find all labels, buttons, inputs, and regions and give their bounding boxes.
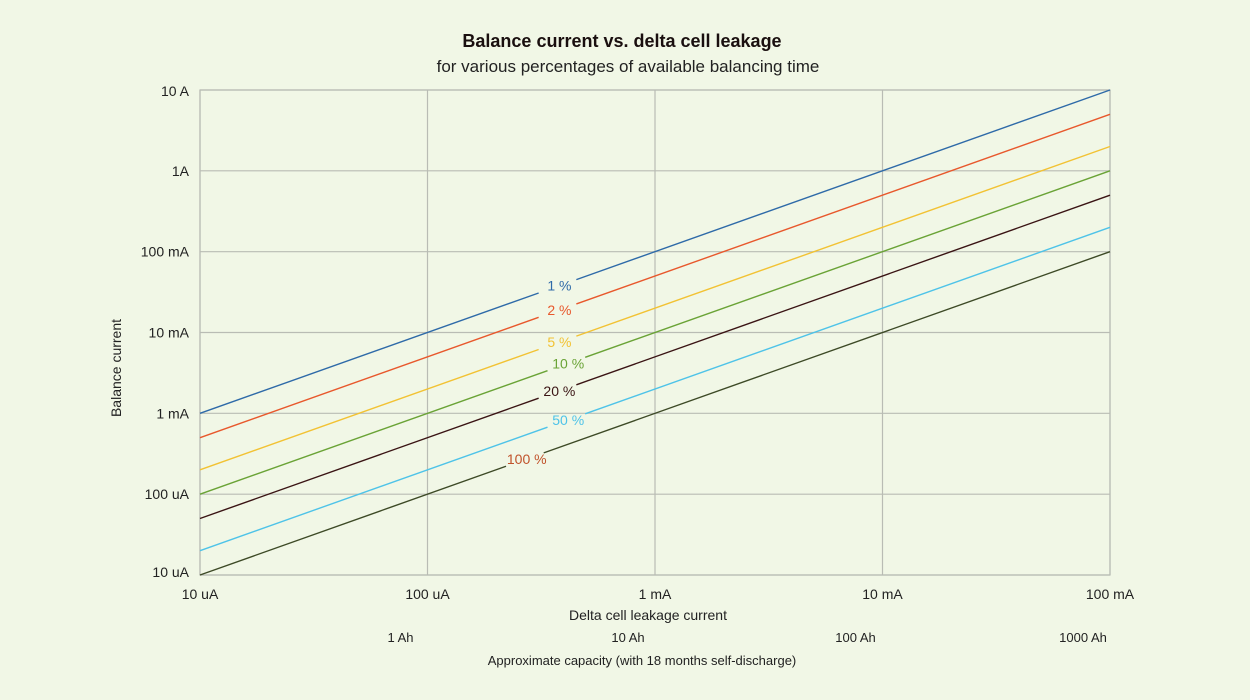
- x-tick-label: 10 mA: [862, 586, 903, 602]
- series-lines: [199, 89, 1111, 576]
- y-tick-label: 10 A: [161, 83, 190, 99]
- secondary-x-tick-labels: 1 Ah 10 Ah 100 Ah 1000 Ah: [387, 630, 1106, 645]
- series-line: [576, 89, 1111, 281]
- x-tick-label: 10 uA: [182, 586, 219, 602]
- y-tick-label: 1 mA: [156, 405, 189, 421]
- x-axis-label: Delta cell leakage current: [569, 607, 727, 623]
- series-line: [199, 348, 539, 471]
- series-line: [576, 113, 1111, 305]
- secondary-x-tick-label: 100 Ah: [835, 630, 876, 645]
- series-line: [199, 426, 548, 552]
- y-tick-label: 10 uA: [152, 564, 189, 580]
- tick-labels: 10 uA 100 uA 1 mA 10 mA 100 mA 10 A 1A 100 mA 10…: [141, 83, 1135, 602]
- series-label: 5 %: [547, 334, 571, 350]
- series-line: [199, 316, 539, 439]
- chart-title: Balance current vs. delta cell leakage: [462, 31, 781, 51]
- series-line: [199, 397, 539, 520]
- series-label: 50 %: [552, 412, 584, 428]
- series-label: 1 %: [547, 278, 571, 294]
- y-tick-label: 100 uA: [145, 486, 190, 502]
- x-tick-label: 1 mA: [639, 586, 672, 602]
- x-tick-label: 100 uA: [405, 586, 450, 602]
- series-line: [576, 145, 1111, 337]
- series-line: [199, 370, 548, 495]
- series-label: 2 %: [547, 302, 571, 318]
- series-label: 10 %: [552, 355, 584, 371]
- y-tick-label: 1A: [172, 163, 190, 179]
- series-label: 100 %: [507, 451, 547, 467]
- x-tick-label: 100 mA: [1086, 586, 1135, 602]
- secondary-x-tick-label: 1000 Ah: [1059, 630, 1107, 645]
- series-label: 20 %: [543, 383, 575, 399]
- series-line: [584, 226, 1111, 415]
- series-line: [576, 194, 1111, 386]
- series-labels: 1 % 2 % 5 % 10 % 20 % 50 % 100 %: [507, 278, 584, 467]
- series-line: [543, 251, 1111, 454]
- y-axis-label: Balance current: [108, 319, 124, 417]
- secondary-x-axis-label: Approximate capacity (with 18 months sel…: [488, 653, 797, 668]
- series-line: [584, 170, 1111, 358]
- y-tick-label: 100 mA: [141, 244, 190, 260]
- series-line: [199, 465, 507, 576]
- secondary-x-tick-label: 10 Ah: [611, 630, 644, 645]
- secondary-x-tick-label: 1 Ah: [387, 630, 413, 645]
- chart-subtitle: for various percentages of available bal…: [437, 57, 820, 76]
- series-line: [199, 292, 539, 414]
- y-tick-label: 10 mA: [149, 325, 190, 341]
